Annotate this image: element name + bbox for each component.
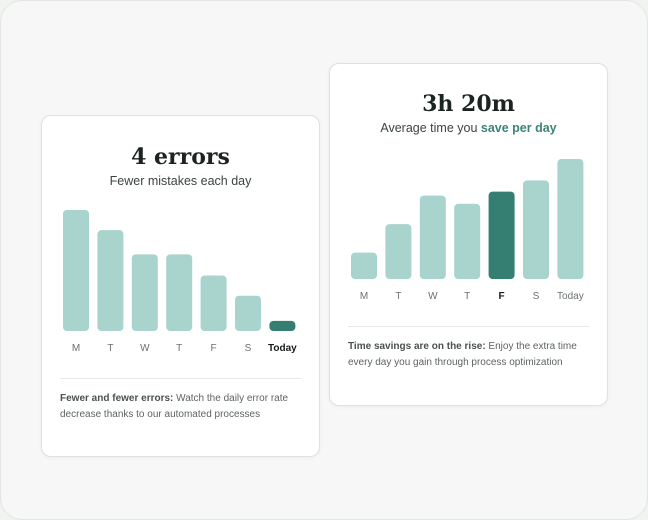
errors-tick-label-4: F bbox=[211, 343, 217, 354]
time-subtitle: Average time you save per day bbox=[330, 121, 607, 135]
time-subtitle-accent: save per day bbox=[480, 121, 557, 135]
errors-bar-1 bbox=[97, 230, 124, 331]
time-tick-label-1: T bbox=[395, 291, 401, 302]
time-divider bbox=[348, 326, 589, 327]
time-description-text: Enjoy the extra time every day you gain … bbox=[348, 341, 577, 368]
time-tick-label-3: T bbox=[464, 291, 470, 302]
errors-bar-0 bbox=[63, 210, 89, 331]
time-tick-label-4: F bbox=[499, 291, 505, 302]
time-bar-2 bbox=[419, 195, 446, 279]
time-bar-6 bbox=[557, 159, 584, 279]
errors-title: 4 errors bbox=[131, 144, 230, 170]
time-bar-5 bbox=[523, 180, 549, 279]
errors-bar-2 bbox=[131, 254, 158, 331]
time-title: 3h 20m bbox=[422, 91, 515, 117]
time-bar-0 bbox=[351, 252, 377, 279]
time-bar-4 bbox=[488, 191, 515, 279]
errors-tick-label-1: T bbox=[107, 343, 113, 354]
errors-description-bold: Fewer and fewer errors: bbox=[60, 393, 174, 404]
time-savings-card: 3h 20m Average time you save per day M T W… bbox=[329, 63, 608, 406]
errors-subtitle: Fewer mistakes each day bbox=[109, 174, 252, 188]
errors-bar-chart: M T W T F S Today bbox=[63, 210, 297, 354]
time-bar-1 bbox=[385, 224, 412, 279]
time-description: Time savings are on the rise: Enjoy the … bbox=[348, 339, 593, 371]
errors-card: 4 errors Fewer mistakes each day M T W T F S T… bbox=[41, 115, 320, 457]
errors-tick-label-3: T bbox=[176, 343, 182, 354]
time-tick-label-6: Today bbox=[557, 291, 584, 302]
errors-bar-4 bbox=[200, 275, 227, 331]
time-bar-chart: M T W T F S Today bbox=[351, 159, 584, 302]
time-tick-label-0: M bbox=[360, 291, 368, 302]
errors-description: Fewer and fewer errors: Watch the daily … bbox=[60, 391, 305, 423]
errors-bar-6 bbox=[269, 320, 296, 331]
errors-tick-label-2: W bbox=[140, 343, 150, 354]
time-tick-label-2: W bbox=[428, 291, 438, 302]
errors-bar-5 bbox=[235, 295, 261, 331]
errors-description-text: Watch the daily error rate decrease than… bbox=[60, 393, 289, 420]
time-description-bold: Time savings are on the rise: bbox=[348, 341, 486, 352]
errors-tick-label-5: S bbox=[245, 343, 252, 354]
errors-tick-label-0: M bbox=[72, 343, 80, 354]
time-subtitle-prefix: Average time you bbox=[380, 121, 481, 135]
time-bar-3 bbox=[454, 203, 481, 279]
time-tick-label-5: S bbox=[533, 291, 540, 302]
errors-divider bbox=[60, 378, 301, 379]
errors-tick-label-6: Today bbox=[268, 343, 297, 354]
errors-bar-3 bbox=[166, 254, 193, 331]
